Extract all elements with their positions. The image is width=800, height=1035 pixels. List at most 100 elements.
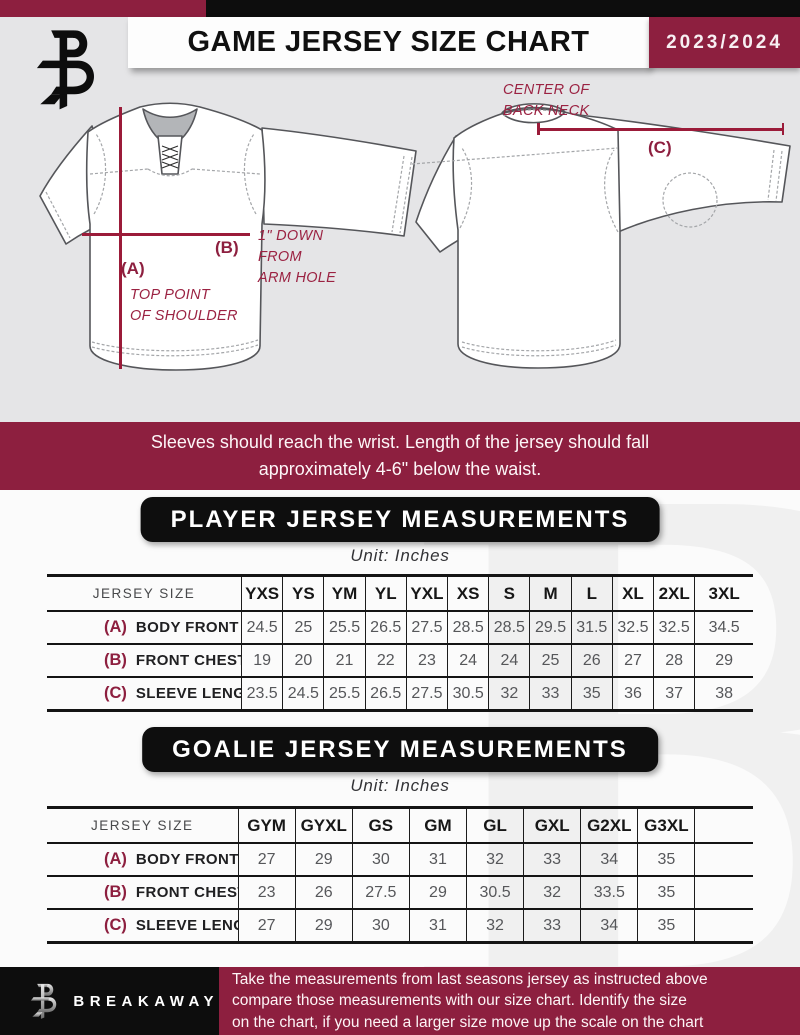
measurement-value: 37 — [653, 676, 695, 711]
label-c-tag: (C) — [648, 138, 672, 157]
measurement-value: 38 — [694, 676, 753, 711]
size-column-header: GS — [351, 807, 410, 843]
measurement-value: 28 — [653, 643, 695, 677]
measurement-tag: (C) — [104, 916, 127, 934]
measurement-value: 27.5 — [405, 676, 448, 711]
banner-line1: Sleeves should reach the wrist. Length o… — [150, 432, 650, 452]
back-neck-note: CENTER OF BACK NECK — [503, 80, 590, 122]
measurement-row-label: (C) SLEEVE LENGTH — [47, 676, 242, 711]
measurement-value: 24 — [488, 643, 530, 677]
measurement-value: 33 — [523, 842, 581, 876]
measurement-value: 29.5 — [529, 610, 572, 644]
measure-line-c — [537, 123, 784, 135]
footer-brand-name: BREAKAWAY — [73, 992, 219, 1010]
measurement-value: 27 — [237, 842, 296, 876]
measurement-value: 28.5 — [488, 610, 530, 644]
measure-line-c-right-tick — [781, 123, 784, 135]
size-column-header: GXL — [523, 807, 581, 843]
label-b-note: 1" DOWN FROM ARM HOLE — [258, 226, 336, 289]
measurement-value: 32 — [465, 842, 524, 876]
measurement-value: 26 — [294, 875, 353, 909]
measurement-tag: (A) — [104, 850, 127, 868]
measurement-label: SLEEVE LENGTH — [135, 917, 238, 934]
banner-line2: approximately 4-6" below the waist. — [258, 459, 542, 479]
measurement-value: 25 — [282, 610, 324, 644]
size-column-header: GYM — [237, 807, 296, 843]
measurement-row-label: (B) FRONT CHEST — [47, 875, 239, 909]
measurement-label: BODY FRONT — [135, 851, 239, 868]
measurement-value: 32 — [488, 676, 530, 711]
measurement-value: 24 — [447, 643, 489, 677]
size-column-header — [694, 807, 753, 843]
size-column-header: YL — [364, 575, 407, 611]
measurement-value: 31.5 — [570, 610, 613, 644]
back-neck-note-line1: CENTER OF — [503, 82, 590, 98]
label-b-note-line2: FROM — [258, 249, 302, 266]
measurement-value: 23 — [237, 875, 296, 909]
goalie-section-title: GOALIE JERSEY MEASUREMENTS — [142, 727, 658, 772]
measurement-row: (A) BODY FRONT 24.5 25 25.5 26.5 27.5 28.5 28.5 2… — [47, 610, 753, 644]
size-column-header: XL — [611, 575, 654, 611]
label-a-note-line1: TOP POINT — [130, 287, 211, 303]
size-column-header: YXL — [405, 575, 448, 611]
measurement-value: 20 — [282, 643, 324, 677]
measurement-value: 35 — [637, 908, 695, 943]
label-a-tag: (A) — [121, 259, 145, 278]
size-column-header: YS — [282, 575, 324, 611]
measurement-value: 21 — [323, 643, 366, 677]
size-column-header: GL — [465, 807, 524, 843]
measurement-value: 23 — [405, 643, 448, 677]
breakaway-logo-icon — [36, 30, 95, 110]
footer-line1: Take the measurements from last seasons … — [232, 971, 708, 989]
measurement-value: 27.5 — [405, 610, 448, 644]
measure-line-b — [82, 233, 250, 236]
measure-line-a — [119, 107, 122, 369]
measurement-label: FRONT CHEST — [135, 884, 239, 901]
measurement-value: 35 — [570, 676, 613, 711]
top-strip-maroon — [0, 0, 206, 17]
measurement-row-label: (A) BODY FRONT — [47, 610, 242, 644]
size-column-header: XS — [447, 575, 489, 611]
measure-line-c-left-tick — [537, 123, 540, 135]
player-section-title: PLAYER JERSEY MEASUREMENTS — [140, 497, 660, 542]
measurement-value: 23.5 — [241, 676, 283, 711]
measurement-value: 36 — [611, 676, 654, 711]
measurement-value: 33 — [529, 676, 572, 711]
back-neck-note-line2: BACK NECK — [503, 103, 590, 120]
jersey-size-corner-label: JERSEY SIZE — [91, 818, 194, 833]
footer-instructions: Take the measurements from last seasons … — [219, 967, 800, 1035]
jersey-size-corner-label: JERSEY SIZE — [92, 586, 196, 601]
measurement-value: 22 — [364, 643, 407, 677]
measurement-value: 30.5 — [447, 676, 489, 711]
measurement-value: 27 — [611, 643, 654, 677]
footer-line3: on the chart, if you need a larger size … — [232, 1013, 704, 1031]
measurement-value: 34.5 — [694, 610, 753, 644]
measurement-value: 35 — [637, 842, 695, 876]
measurement-value: 25 — [529, 643, 572, 677]
size-column-header: GYXL — [294, 807, 353, 843]
measurement-value: 28.5 — [447, 610, 489, 644]
measurement-value: 26 — [570, 643, 613, 677]
measurement-tag: (C) — [104, 684, 127, 702]
size-column-header: L — [570, 575, 613, 611]
measurement-value: 29 — [294, 842, 353, 876]
measurement-value: 29 — [294, 908, 353, 943]
measurement-tag: (B) — [104, 651, 127, 669]
season-badge: 2023/2024 — [649, 17, 800, 68]
measurement-value: 34 — [580, 908, 638, 943]
measurement-value: 32 — [465, 908, 524, 943]
footer-breakaway-logo-icon — [30, 983, 57, 1019]
fit-instruction-banner: Sleeves should reach the wrist. Length o… — [0, 422, 800, 490]
measurement-value: 35 — [637, 875, 695, 909]
size-column-header: GM — [408, 807, 467, 843]
measurement-value: 30 — [351, 908, 410, 943]
measurement-value: 32 — [523, 875, 581, 909]
measurement-value: 26.5 — [364, 676, 407, 711]
label-b-note-line1: 1" DOWN — [258, 228, 324, 244]
player-size-table: JERSEY SIZE YXS YS YM YL YXL XS S M L XL 2XL 3XL (A) B… — [47, 574, 753, 712]
size-column-header: YXS — [241, 575, 283, 611]
measurement-row: (B) FRONT CHEST 23 26 27.5 29 30.5 32 33.5 35 — [47, 875, 753, 909]
measurement-value: 29 — [694, 643, 753, 677]
measurement-value: 34 — [580, 842, 638, 876]
measurement-value: 29 — [408, 875, 467, 909]
